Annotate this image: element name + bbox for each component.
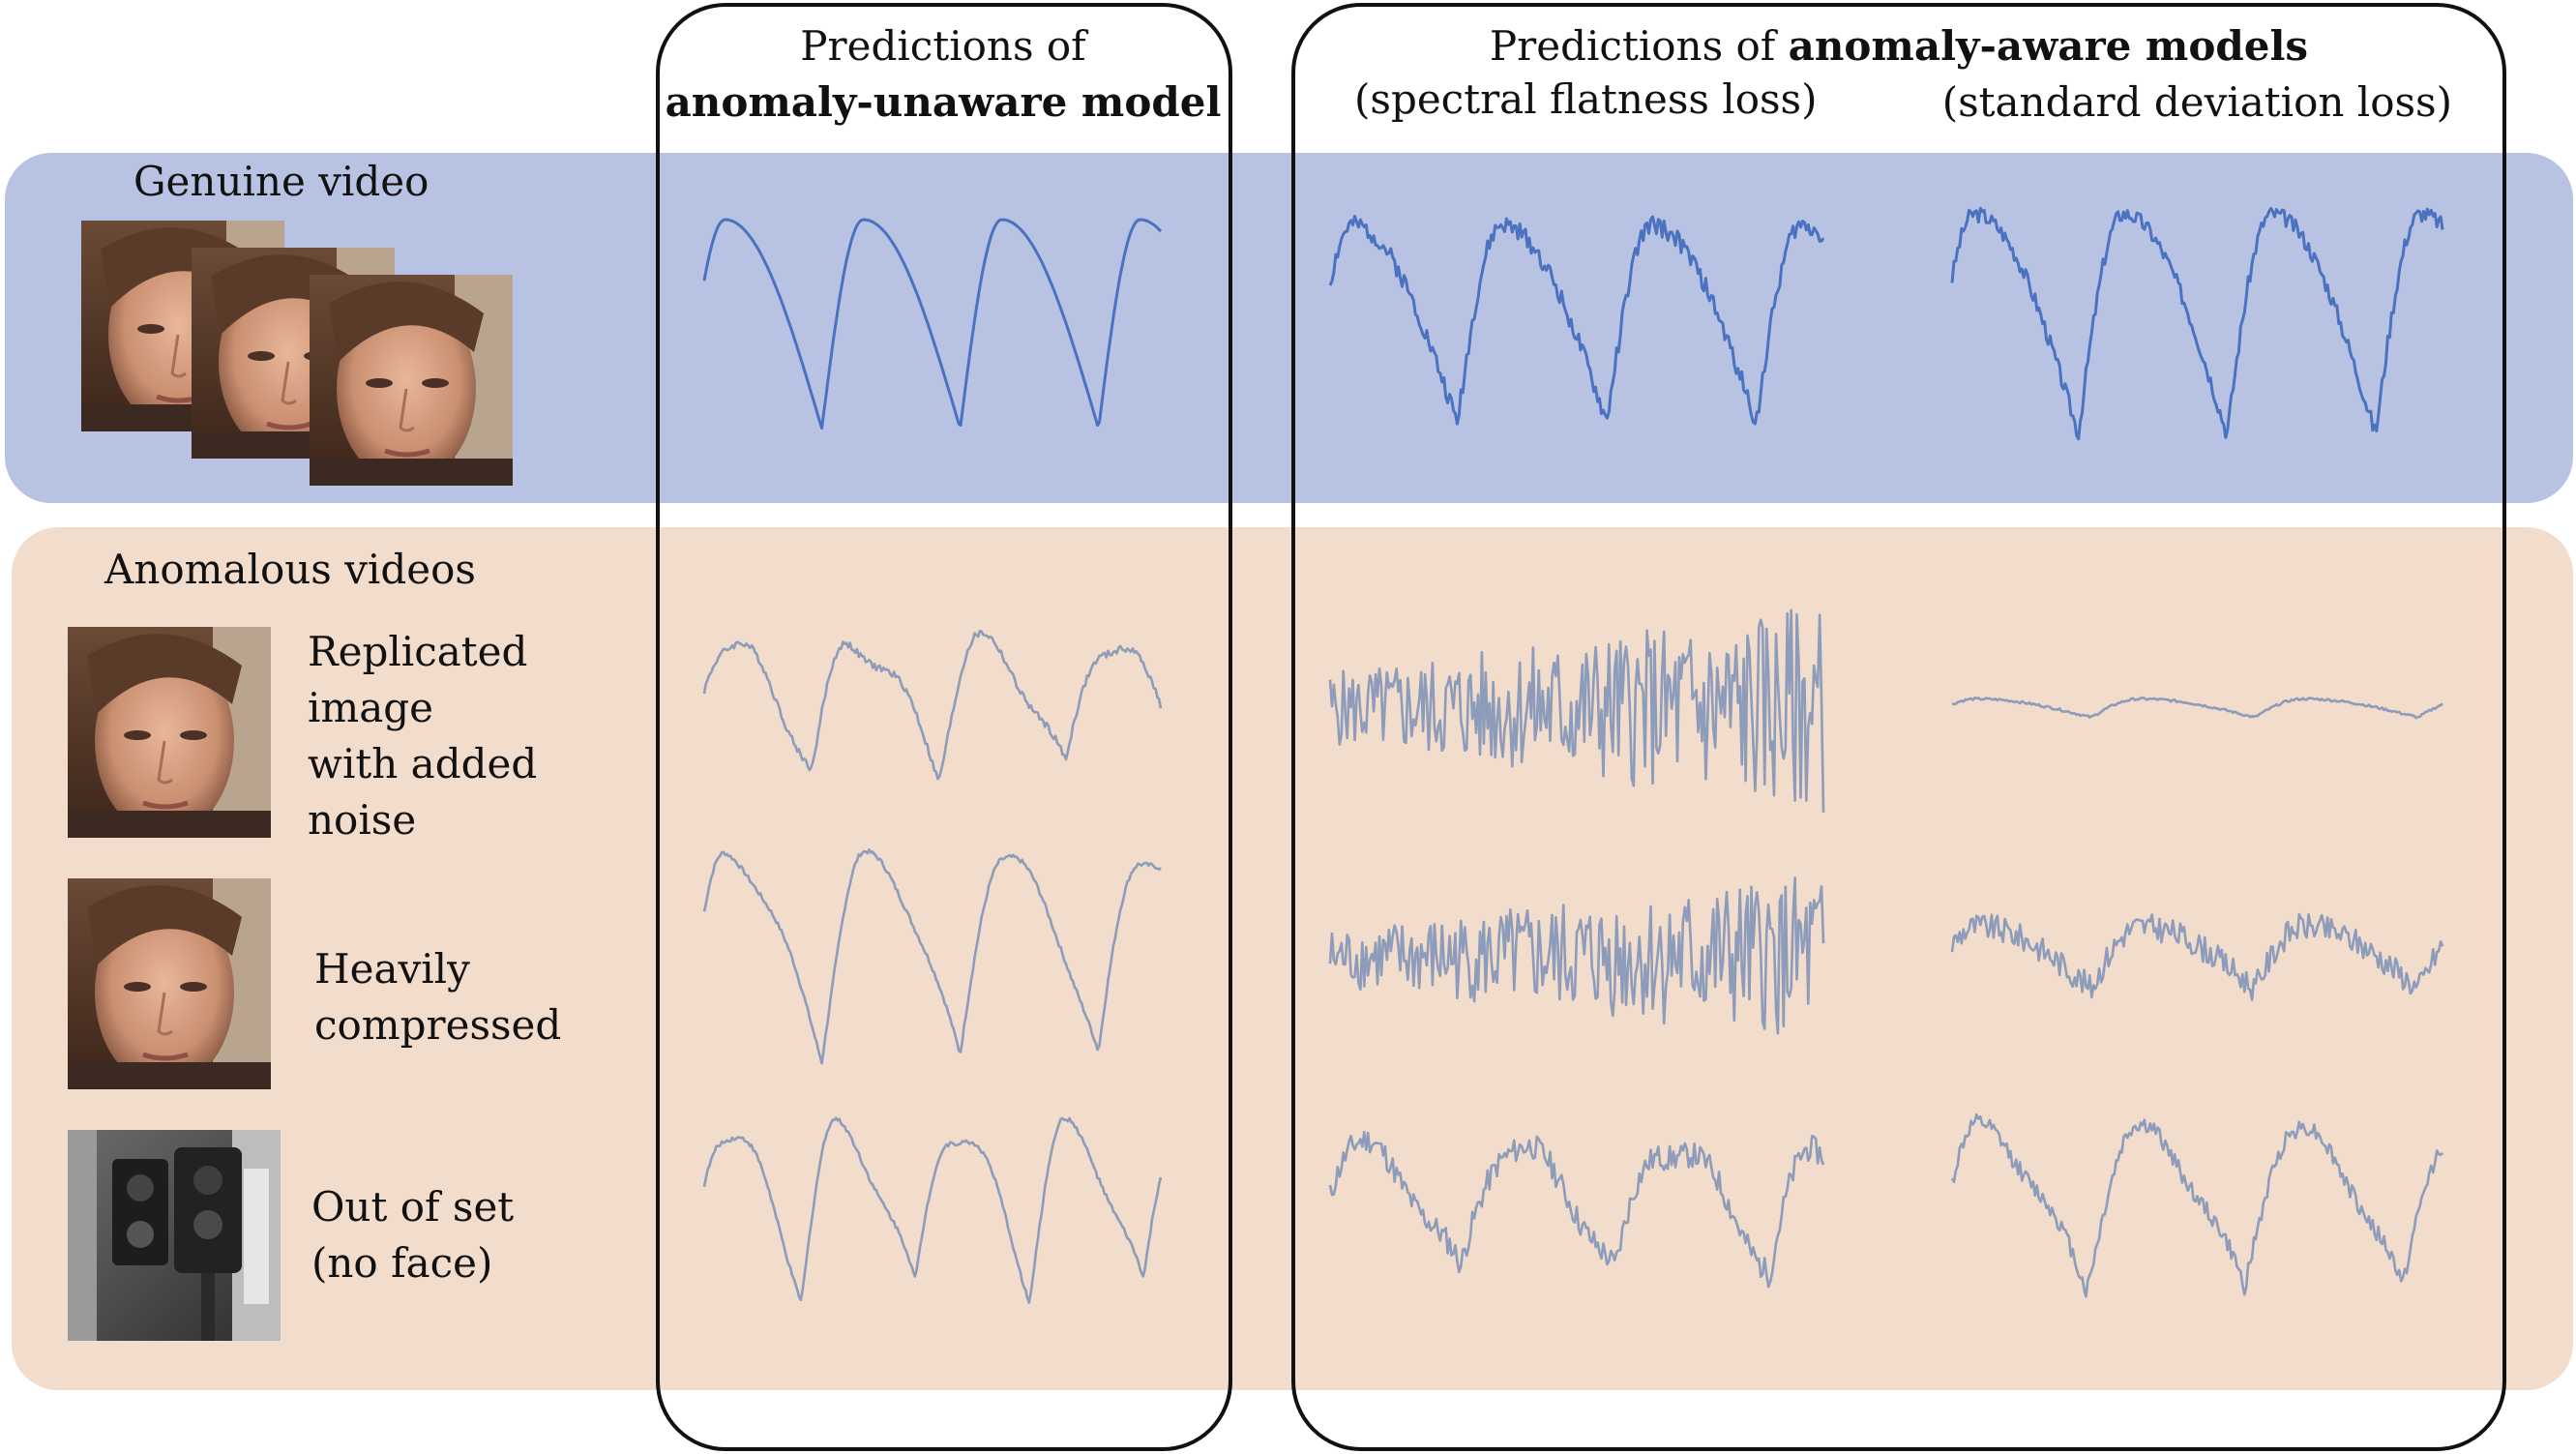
replicated-face-image — [68, 627, 271, 838]
svg-text:with added: with added — [308, 740, 537, 787]
outofset-unaware-signal — [702, 1116, 1163, 1304]
aware-subheader-sdl: (standard deviation loss) — [1942, 78, 2452, 126]
replicated-sfl-signal — [1328, 608, 1825, 813]
genuine-frame-3-image — [310, 275, 513, 486]
genuine-band — [5, 153, 2573, 503]
compressed-sdl-signal — [1950, 912, 2444, 1001]
unaware-column-box — [656, 3, 1232, 1451]
genuine-sfl-signal — [1328, 215, 1825, 426]
svg-text:compressed: compressed — [314, 1001, 561, 1049]
traffic-light-image — [68, 1130, 281, 1341]
genuine-unaware-signal — [702, 218, 1163, 430]
unaware-header-line2: anomaly-unaware model — [666, 78, 1222, 126]
svg-text:noise: noise — [308, 796, 416, 844]
aware-subheader-sfl: (spectral flatness loss) — [1354, 75, 1818, 123]
replicated-sdl-signal — [1951, 696, 2443, 720]
outofset-sfl-signal — [1328, 1130, 1825, 1289]
anomalous-videos-label: Anomalous videos — [104, 546, 476, 593]
svg-text:Heavily: Heavily — [314, 945, 470, 993]
unaware-header-line1: Predictions of — [800, 22, 1089, 70]
compressed-unaware-signal — [702, 848, 1162, 1065]
signal-plots — [702, 206, 2444, 1304]
compressed-sfl-signal — [1328, 876, 1825, 1035]
svg-text:Replicated: Replicated — [308, 628, 527, 675]
genuine-sdl-signal — [1950, 206, 2444, 441]
compressed-face-image — [68, 878, 271, 1089]
genuine-video-label: Genuine video — [133, 158, 429, 205]
compressed-label: Heavily compressed — [314, 945, 561, 1049]
aware-header-title: Predictions of anomaly-aware models — [1490, 22, 2308, 70]
outofset-label: Out of set (no face) — [311, 1183, 514, 1287]
aware-column-box — [1291, 3, 2506, 1451]
svg-text:Out of set: Out of set — [311, 1183, 514, 1231]
replicated-unaware-signal — [702, 629, 1163, 781]
replicated-label: Replicated image with added noise — [308, 628, 537, 844]
outofset-sdl-signal — [1950, 1113, 2443, 1298]
svg-text:image: image — [308, 684, 433, 731]
svg-text:(no face): (no face) — [311, 1239, 492, 1287]
